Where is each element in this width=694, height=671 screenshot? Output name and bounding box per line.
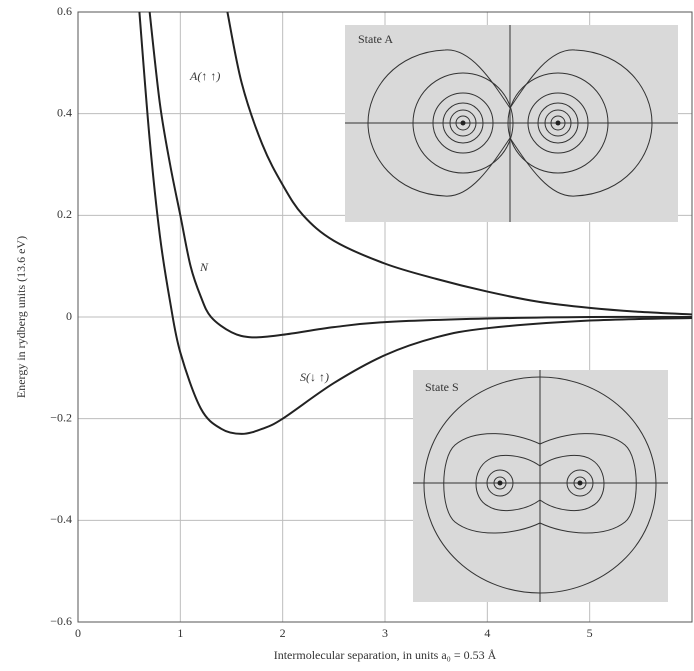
inset-title: State S	[425, 380, 459, 394]
contour	[443, 433, 637, 534]
contour	[412, 72, 514, 174]
data-line	[138, 11, 693, 435]
x-tick-label: 0	[75, 626, 81, 640]
contour	[507, 72, 609, 174]
x-axis-label: Intermolecular separation, in units a₀ =…	[274, 648, 497, 662]
inset-state-a: State A	[345, 25, 678, 222]
x-tick-label: 5	[587, 626, 593, 640]
contour	[442, 102, 484, 144]
contour	[423, 376, 657, 594]
contour	[449, 109, 477, 137]
curve-label: S(↓ ↑)	[300, 370, 329, 384]
contour	[566, 469, 594, 497]
contour	[573, 476, 587, 490]
y-tick-label: 0.6	[57, 4, 72, 18]
nucleus	[497, 480, 503, 486]
y-tick-label: −0.2	[50, 410, 72, 424]
contour	[475, 454, 605, 512]
contour	[544, 109, 572, 137]
y-tick-label: 0.2	[57, 207, 72, 221]
x-tick-label: 1	[177, 626, 183, 640]
inset-title: State A	[358, 32, 393, 46]
y-tick-label: −0.4	[50, 512, 72, 526]
curve-label: N	[199, 260, 209, 274]
nucleus	[460, 120, 466, 126]
data-line	[148, 11, 693, 339]
contour	[550, 115, 566, 131]
y-tick-label: −0.6	[50, 614, 72, 628]
contour	[455, 115, 471, 131]
contour	[527, 92, 589, 154]
contour	[486, 469, 514, 497]
inset-state-s: State S	[413, 370, 668, 602]
nucleus	[555, 120, 561, 126]
curve-label: A(↑ ↑)	[189, 69, 220, 83]
y-tick-label: 0	[66, 309, 72, 323]
contour	[432, 92, 494, 154]
x-tick-label: 3	[382, 626, 388, 640]
data-line	[226, 11, 693, 316]
y-axis-label: Energy in rydberg units (13.6 eV)	[14, 236, 28, 398]
y-tick-label: 0.4	[57, 105, 72, 119]
contour	[537, 102, 579, 144]
x-tick-label: 4	[484, 626, 490, 640]
x-tick-label: 2	[280, 626, 286, 640]
nucleus	[577, 480, 583, 486]
contour	[493, 476, 507, 490]
